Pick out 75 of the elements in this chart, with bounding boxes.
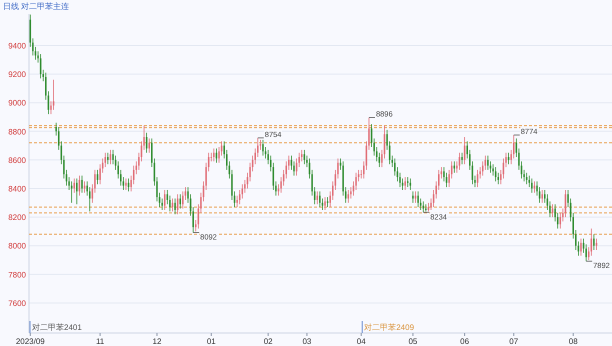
y-tick-label: 8600 — [8, 156, 27, 165]
y-tick-label: 8400 — [8, 184, 27, 194]
candlestick — [348, 190, 350, 204]
x-tick-label: 07 — [509, 337, 519, 346]
candlestick — [593, 234, 595, 250]
annotation: 对二甲苯2401 — [32, 323, 82, 332]
candlestick — [324, 196, 326, 210]
candlestick — [531, 178, 533, 194]
candlestick — [464, 136, 466, 165]
candlestick — [590, 228, 592, 256]
annotation: 对二甲苯2409 — [364, 323, 415, 332]
x-tick-label: 11 — [96, 337, 105, 346]
candlestick — [454, 160, 456, 174]
candlestick — [110, 149, 112, 165]
candlestick — [81, 175, 83, 194]
x-tick-label: 04 — [356, 337, 366, 346]
candlestick — [564, 190, 566, 218]
candlestick — [96, 170, 98, 185]
candlestick — [414, 190, 416, 204]
candlestick — [412, 190, 414, 204]
candlestick — [494, 166, 496, 182]
candlestick — [319, 190, 321, 208]
candlestick — [179, 194, 182, 209]
x-tick-label: 08 — [568, 337, 578, 346]
candlestick — [174, 198, 176, 215]
y-tick-label: 7600 — [8, 298, 27, 308]
x-tick-label: 12 — [152, 337, 162, 346]
candlestick — [262, 139, 264, 156]
candlestick — [476, 170, 478, 188]
y-tick-label: 9200 — [8, 70, 27, 80]
candlestick — [425, 204, 427, 212]
candlestick — [172, 198, 174, 212]
y-tick-label: 9000 — [8, 98, 27, 108]
candlestick — [458, 152, 460, 170]
candlestick — [406, 176, 409, 188]
candlestick — [84, 180, 86, 194]
y-tick-label: 7800 — [8, 270, 27, 280]
candlestick — [146, 132, 148, 154]
candlestick — [541, 190, 543, 204]
candlestick — [70, 180, 72, 204]
x-tick-label: 01 — [206, 337, 216, 346]
candlestick — [148, 138, 150, 154]
candlestick — [560, 212, 562, 229]
candlestick — [164, 190, 166, 210]
y-tick-label: 8800 — [8, 127, 27, 136]
candlestick — [526, 172, 528, 185]
candlestick — [78, 175, 80, 196]
candlestick — [316, 190, 318, 205]
candlestick — [422, 200, 424, 213]
x-tick-label: 05 — [408, 337, 418, 346]
candlestick — [73, 178, 76, 194]
y-tick-label: 8200 — [8, 213, 27, 222]
candlestick — [304, 149, 306, 165]
candlestick — [216, 148, 218, 164]
y-tick-label: 8000 — [8, 242, 27, 251]
candlestick — [552, 204, 554, 218]
chart-title: 日线 对二甲苯主连 — [3, 2, 70, 11]
candlestick — [580, 238, 582, 256]
x-tick-label: 02 — [264, 337, 274, 346]
candlestick — [508, 152, 510, 165]
y-tick-label: 9400 — [8, 41, 27, 50]
candlestick — [176, 194, 178, 215]
x-tick-label: 03 — [302, 337, 312, 346]
candlestick — [182, 190, 184, 209]
candlestick — [326, 196, 328, 208]
candlestick — [596, 238, 598, 250]
candlestick — [534, 180, 536, 194]
candlestick — [417, 190, 419, 208]
candlestick — [487, 155, 489, 170]
candlestick — [40, 54, 42, 79]
x-tick-label: 2023/09 — [16, 337, 46, 346]
candlestick — [107, 152, 109, 165]
candlestick — [76, 178, 78, 205]
candlestick — [461, 152, 463, 165]
x-tick-label: 06 — [460, 337, 470, 346]
